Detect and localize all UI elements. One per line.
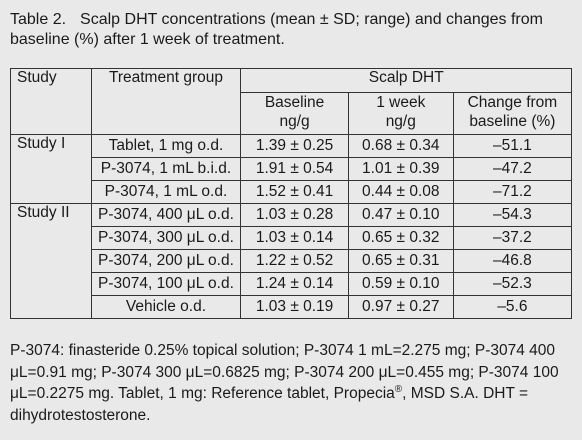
table-row: P-3074, 100 μL o.d. 1.24 ± 0.14 0.59 ± 0… — [11, 272, 573, 296]
header-baseline-unit: ng/g — [279, 113, 310, 130]
baseline-cell: 1.03 ± 0.14 — [240, 226, 349, 250]
baseline-cell: 1.22 ± 0.52 — [240, 249, 349, 273]
table-caption: Table 2. Scalp DHT concentrations (mean ±… — [10, 10, 572, 50]
treatment-group-cell: P-3074, 100 μL o.d. — [90, 272, 242, 296]
change-cell: –47.2 — [452, 157, 573, 181]
change-cell: –51.1 — [452, 134, 573, 158]
week-cell: 0.44 ± 0.08 — [347, 180, 454, 204]
baseline-cell: 1.52 ± 0.41 — [240, 180, 349, 204]
change-cell: –71.2 — [452, 180, 573, 204]
header-1-week: 1 week ng/g — [347, 92, 454, 135]
study-name: Study I — [10, 134, 92, 204]
header-change-unit: baseline (%) — [469, 113, 556, 130]
header-row-2: Baseline ng/g 1 week ng/g Change from ba… — [11, 92, 573, 135]
treatment-group-cell: P-3074, 300 μL o.d. — [90, 226, 242, 250]
table-row: P-3074, 1 mL b.i.d. 1.91 ± 0.54 1.01 ± 0… — [11, 157, 573, 181]
treatment-group-cell: Tablet, 1 mg o.d. — [90, 134, 242, 158]
week-cell: 0.59 ± 0.10 — [347, 272, 454, 296]
change-cell: –52.3 — [452, 272, 573, 296]
header-study: Study — [10, 68, 92, 135]
treatment-group-cell: P-3074, 200 μL o.d. — [90, 249, 242, 273]
footnote-text: P-3074: finasteride 0.25% topical soluti… — [10, 342, 559, 402]
header-change-label: Change from — [467, 94, 558, 111]
week-cell: 0.47 ± 0.10 — [347, 203, 454, 227]
baseline-cell: 1.03 ± 0.28 — [240, 203, 349, 227]
header-treatment-group: Treatment group — [90, 68, 242, 135]
registered-mark: ® — [394, 383, 403, 395]
week-cell: 1.01 ± 0.39 — [347, 157, 454, 181]
treatment-group-cell: P-3074, 1 mL b.i.d. — [90, 157, 242, 181]
change-cell: –5.6 — [452, 295, 573, 319]
treatment-group-cell: P-3074, 1 mL o.d. — [90, 180, 242, 204]
header-change: Change from baseline (%) — [452, 92, 573, 135]
dht-table: Study Treatment group Scalp DHT Baseline… — [10, 68, 573, 319]
study-name: Study II — [10, 203, 92, 319]
header-baseline: Baseline ng/g — [240, 92, 349, 135]
header-row-1: Study Treatment group Scalp DHT — [10, 68, 572, 135]
week-cell: 0.97 ± 0.27 — [347, 295, 454, 319]
week-cell: 0.65 ± 0.31 — [347, 249, 454, 273]
baseline-cell: 1.91 ± 0.54 — [240, 157, 349, 181]
table-row: Study II P-3074, 400 μL o.d. 1.03 ± 0.28… — [10, 203, 573, 319]
footnote-text-end: , MSD S.A. DHT = dihydrotestosterone. — [10, 385, 529, 424]
table-row: P-3074, 1 mL o.d. 1.52 ± 0.41 0.44 ± 0.0… — [11, 180, 573, 204]
week-cell: 0.65 ± 0.32 — [347, 226, 454, 250]
caption-text: Scalp DHT concentrations (mean ± SD; ran… — [10, 11, 543, 48]
change-cell: –54.3 — [452, 203, 573, 227]
baseline-cell: 1.24 ± 0.14 — [240, 272, 349, 296]
table-row: Vehicle o.d. 1.03 ± 0.19 0.97 ± 0.27 –5.… — [11, 295, 573, 319]
baseline-cell: 1.39 ± 0.25 — [240, 134, 349, 158]
table-row: Study I Tablet, 1 mg o.d. 1.39 ± 0.25 0.… — [10, 134, 573, 204]
header-week-unit: ng/g — [385, 113, 416, 130]
header-scalp-dht: Scalp DHT — [240, 68, 572, 93]
table-label: Table 2. — [10, 11, 67, 28]
change-cell: –37.2 — [452, 226, 573, 250]
treatment-group-cell: Vehicle o.d. — [90, 295, 242, 319]
baseline-cell: 1.03 ± 0.19 — [240, 295, 349, 319]
table-row: P-3074, 200 μL o.d. 1.22 ± 0.52 0.65 ± 0… — [11, 249, 573, 273]
week-cell: 0.68 ± 0.34 — [347, 134, 454, 158]
table-footnote: P-3074: finasteride 0.25% topical soluti… — [10, 340, 572, 426]
treatment-group-cell: P-3074, 400 μL o.d. — [90, 203, 242, 227]
change-cell: –46.8 — [452, 249, 573, 273]
header-baseline-label: Baseline — [264, 94, 325, 111]
header-week-label: 1 week — [376, 94, 426, 111]
table-row: P-3074, 300 μL o.d. 1.03 ± 0.14 0.65 ± 0… — [11, 226, 573, 250]
